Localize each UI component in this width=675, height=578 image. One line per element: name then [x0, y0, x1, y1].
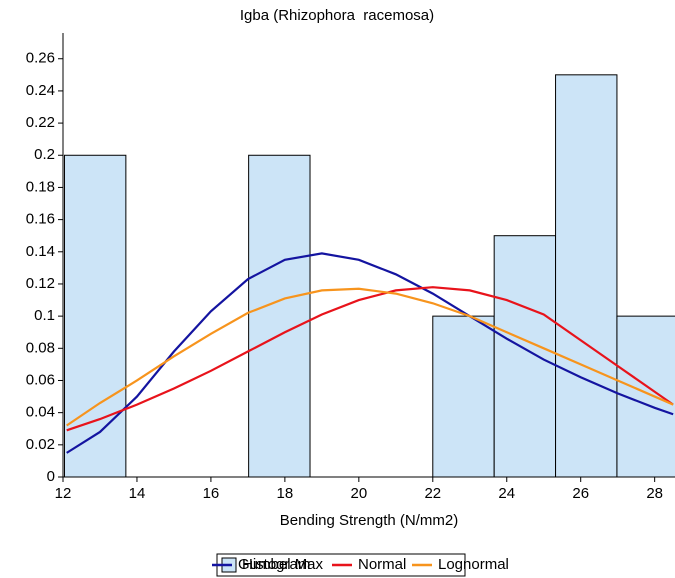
x-tick-label: 22 [424, 485, 441, 502]
y-tick-label: 0.04 [26, 404, 55, 421]
x-tick-label: 18 [277, 485, 294, 502]
plot-area [63, 74, 675, 477]
x-tick-label: 16 [203, 485, 220, 502]
histogram-bar [555, 74, 618, 477]
x-tick-label: 14 [129, 485, 146, 502]
y-tick-label: 0.22 [26, 114, 55, 131]
histogram-bar [63, 154, 127, 477]
y-tick-label: 0.08 [26, 339, 55, 356]
y-tick-label: 0.1 [34, 307, 55, 324]
y-tick-label: 0.16 [26, 211, 55, 228]
fit-curve [66, 252, 674, 454]
y-tick-label: 0.18 [26, 178, 55, 195]
y-tick-label: 0.2 [34, 146, 55, 163]
histogram-bar [432, 315, 495, 477]
y-tick-label: 0.02 [26, 436, 55, 453]
y-tick-label: 0.14 [26, 243, 55, 260]
x-tick-label: 20 [350, 485, 367, 502]
fit-curve [66, 287, 674, 427]
y-tick-label: 0.12 [26, 275, 55, 292]
y-tick-label: 0 [47, 468, 55, 485]
legend-label: Lognormal [438, 556, 509, 573]
legend-label: Histogram [242, 556, 310, 573]
histogram-bar [248, 154, 311, 477]
x-tick-label: 26 [572, 485, 589, 502]
x-tick-label: 12 [55, 485, 72, 502]
x-tick-label: 28 [646, 485, 663, 502]
legend-label: Normal [358, 556, 406, 573]
legend-label: Gumbel Max [238, 556, 324, 573]
y-tick-label: 0.24 [26, 82, 55, 99]
y-tick-label: 0.26 [26, 50, 55, 67]
y-tick-label: 0.06 [26, 371, 55, 388]
x-tick-label: 24 [498, 485, 515, 502]
fit-curve [66, 286, 674, 432]
histogram-bar [493, 235, 557, 477]
x-axis-label: Bending Strength (N/mm2) [280, 512, 458, 529]
chart-title: Igba (Rhizophora racemosa) [240, 7, 434, 24]
